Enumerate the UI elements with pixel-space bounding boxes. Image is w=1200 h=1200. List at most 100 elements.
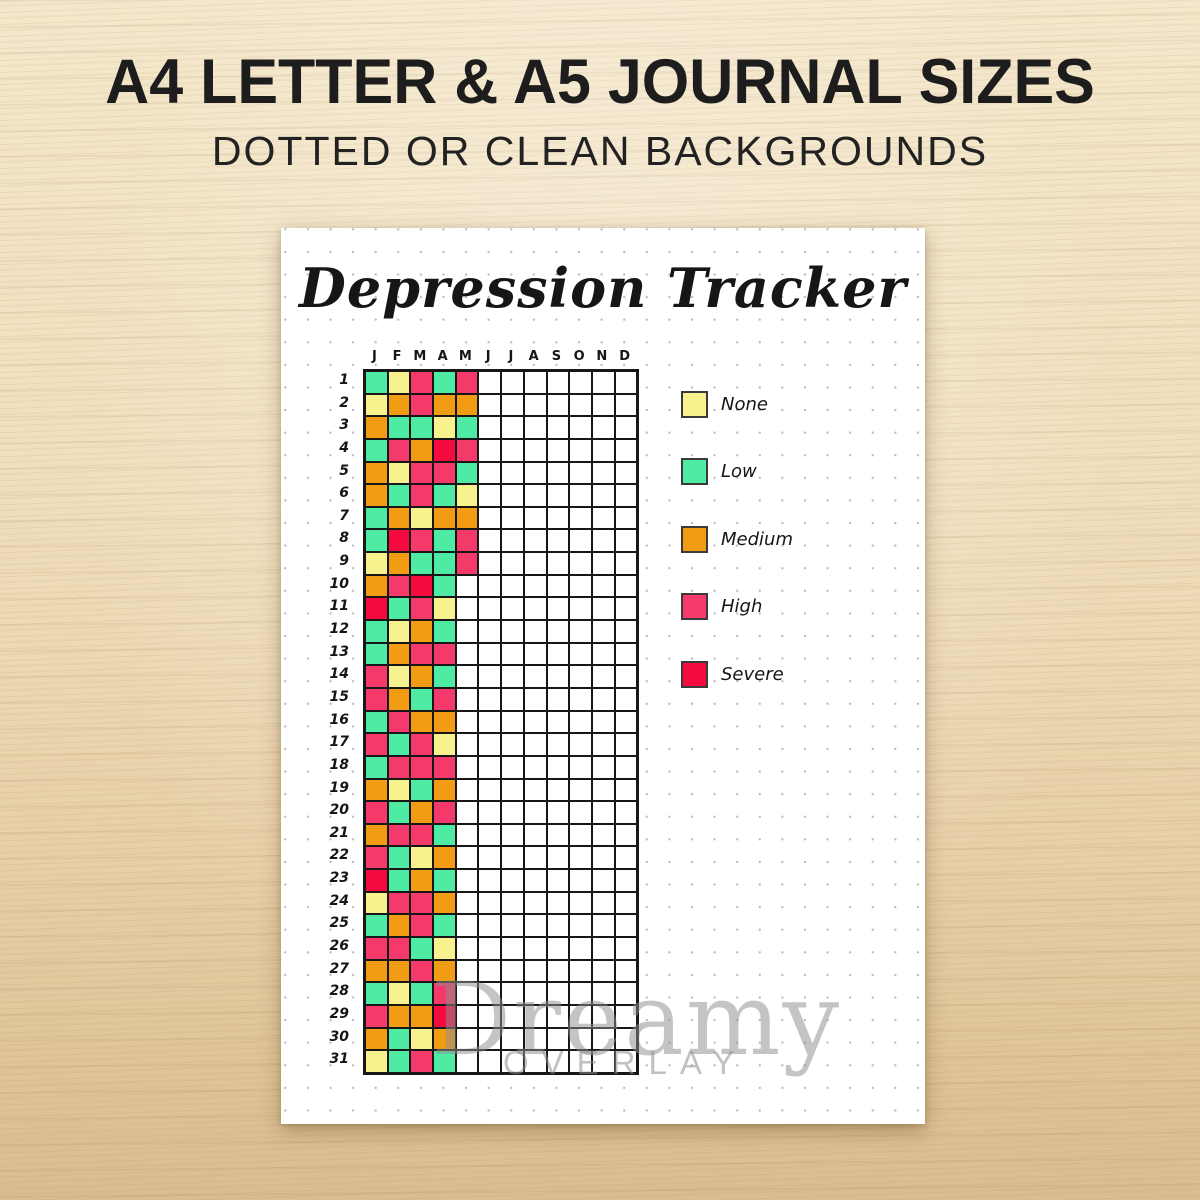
legend-item: None [681, 390, 901, 418]
grid-cell [410, 710, 434, 734]
grid-cell [523, 937, 547, 960]
grid-cell [478, 687, 502, 711]
grid-cell [478, 869, 502, 892]
grid-cell [365, 529, 388, 553]
grid-cell [569, 552, 592, 575]
grid-cell [433, 959, 456, 983]
grid-cell [387, 687, 411, 711]
grid-cell [569, 484, 592, 507]
grid-cell [546, 1004, 570, 1028]
legend-swatch [681, 525, 708, 553]
grid-cell [523, 597, 547, 621]
grid-cell [365, 914, 388, 938]
grid-cell [569, 710, 592, 734]
grid-cell [365, 665, 388, 688]
grid-cell [523, 778, 547, 802]
grid-cell [410, 438, 434, 462]
grid-cell [591, 620, 615, 643]
day-number: 23 [329, 870, 349, 887]
grid-cell [546, 755, 570, 779]
grid-cell [433, 823, 456, 847]
grid-cell [455, 371, 479, 394]
grid-cell [387, 461, 411, 485]
grid-cell [591, 846, 615, 870]
grid-cell [410, 733, 434, 756]
grid-cell [614, 1004, 638, 1028]
grid-cell [365, 620, 388, 643]
grid-cell [433, 1027, 456, 1051]
grid-cell [433, 891, 456, 915]
grid-cell [455, 733, 479, 756]
day-number: 1 [339, 372, 349, 388]
page-title: Depression Tracker [299, 256, 907, 320]
grid-cell [410, 755, 434, 779]
grid-cell [569, 891, 592, 915]
grid-cell [387, 733, 411, 756]
day-number: 27 [329, 960, 349, 977]
grid-cell [501, 801, 524, 824]
grid-cell [569, 1027, 592, 1051]
grid-cell [387, 597, 411, 621]
grid-cell [501, 438, 524, 462]
grid-cell [478, 1050, 502, 1073]
grid-cell [387, 869, 411, 892]
grid-cell [501, 1050, 524, 1073]
grid-cell [410, 461, 434, 485]
grid-cell [614, 823, 638, 847]
grid-cell [569, 823, 592, 847]
grid-cell [591, 416, 615, 439]
day-number: 20 [329, 802, 349, 819]
grid-cell [591, 665, 615, 688]
grid-cell [501, 484, 524, 507]
grid-cell [523, 959, 547, 983]
grid-cell [591, 552, 615, 575]
grid-cell [523, 484, 547, 507]
grid-cell [365, 801, 388, 824]
grid-cell [365, 959, 388, 983]
grid-cell [546, 484, 570, 507]
grid-cell [523, 733, 547, 756]
grid-cell [455, 597, 479, 621]
grid-cell [410, 778, 434, 802]
month-label: F [392, 349, 402, 364]
grid-cell [591, 755, 615, 779]
grid-cell [501, 710, 524, 734]
grid-cell [546, 438, 570, 462]
grid-cell [387, 620, 411, 643]
grid-cell [569, 416, 592, 439]
grid-cell [614, 778, 638, 802]
grid-cell [365, 506, 388, 530]
grid-cell [455, 484, 479, 507]
grid-cell [546, 529, 570, 553]
grid-cell [501, 371, 524, 394]
grid-cell [410, 620, 434, 643]
grid-cell [614, 552, 638, 575]
grid-cell [501, 552, 524, 575]
grid-cell [365, 461, 388, 485]
grid-cell [410, 801, 434, 824]
grid-cell [478, 710, 502, 734]
grid-cell [478, 982, 502, 1005]
grid-cell [455, 642, 479, 666]
grid-cell [387, 959, 411, 983]
day-number: 22 [329, 847, 349, 864]
grid-cell [546, 823, 570, 847]
grid-cell [433, 416, 456, 439]
grid-cell [501, 574, 524, 598]
month-label: O [573, 349, 585, 364]
day-number: 30 [329, 1028, 349, 1045]
grid-cell [501, 506, 524, 530]
grid-cell [455, 823, 479, 847]
grid-cell [365, 552, 388, 575]
grid-cell [569, 393, 592, 417]
grid-cell [546, 869, 570, 892]
grid-cell [387, 371, 411, 394]
grid-cell [365, 642, 388, 666]
grid-cell [433, 801, 456, 824]
grid-cell [523, 529, 547, 553]
day-number: 8 [339, 530, 349, 547]
grid-cell [365, 733, 388, 756]
grid-cell [455, 778, 479, 802]
grid-cell [433, 574, 456, 598]
